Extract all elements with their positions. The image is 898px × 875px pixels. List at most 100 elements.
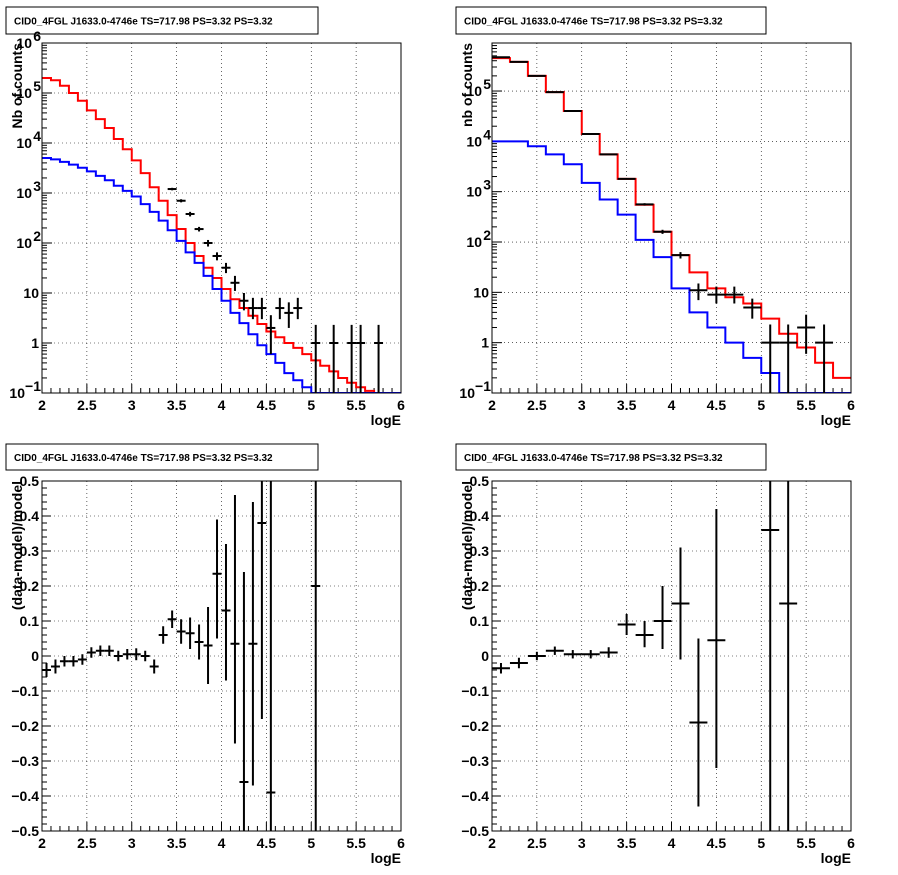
data-point: [293, 297, 303, 320]
x-tick-label: 5.5: [346, 835, 366, 851]
data-point: [68, 656, 78, 667]
y-tick-exponent: 5: [483, 76, 491, 92]
y-tick-label: −0.2: [461, 718, 489, 734]
data-layer: [492, 481, 798, 831]
y-tick-label: 0.2: [470, 578, 490, 594]
y-tick-exponent: 4: [483, 126, 491, 142]
x-axis-title: logE: [821, 850, 851, 866]
data-point: [653, 229, 672, 234]
data-point: [239, 293, 249, 311]
x-tick-label: 3.5: [167, 835, 187, 851]
data-point: [185, 211, 195, 217]
plot-frame: [491, 42, 852, 394]
x-tick-label: 3.5: [167, 397, 187, 413]
x-tick-label: 5.5: [796, 835, 816, 851]
data-point: [149, 659, 159, 674]
chart-title: CID0_4FGL J1633.0-4746e TS=717.98 PS=3.3…: [464, 17, 723, 28]
y-tick-exponent: 2: [483, 227, 491, 243]
x-tick-label: 3.5: [617, 835, 637, 851]
x-tick-label: 4.5: [257, 397, 277, 413]
title-box: [5, 6, 319, 35]
x-tick-label: 3: [128, 397, 136, 413]
data-point: [635, 203, 654, 206]
data-point: [545, 91, 564, 94]
model-component-step-line: [492, 140, 851, 393]
data-point: [779, 324, 798, 393]
data-point: [761, 481, 780, 831]
data-point: [635, 621, 654, 648]
y-tick-label: 10: [16, 35, 32, 51]
data-point: [131, 648, 141, 661]
data-point: [95, 645, 105, 656]
x-tick-label: 2: [38, 835, 46, 851]
y-tick-label: −0.2: [11, 718, 39, 734]
data-point: [563, 110, 582, 113]
y-tick-label: 0.3: [20, 543, 40, 559]
data-point: [104, 645, 114, 656]
x-tick-label: 5: [307, 397, 315, 413]
x-tick-label: 3.5: [617, 397, 637, 413]
y-tick-label: −0.4: [11, 788, 39, 804]
data-point: [77, 654, 87, 665]
data-point: [671, 547, 690, 660]
y-tick-label: 0.3: [470, 543, 490, 559]
y-tick-label: 10: [473, 284, 489, 300]
data-point: [266, 481, 276, 831]
y-tick-label: 10: [466, 184, 482, 200]
x-tick-label: 4.5: [707, 835, 727, 851]
counts-panel-left: CID0_4FGL J1633.0-4746e TS=717.98 PS=3.3…: [5, 6, 405, 428]
x-tick-label: 2: [488, 397, 496, 413]
plot-frame: [41, 42, 402, 394]
y-tick-label: −0.3: [11, 753, 39, 769]
x-tick-label: 2.5: [527, 397, 547, 413]
data-point: [779, 481, 798, 831]
data-point: [257, 481, 267, 719]
x-tick-label: 2: [38, 397, 46, 413]
title-box: [5, 443, 319, 471]
data-point: [194, 624, 204, 660]
data-layer: [42, 76, 401, 393]
x-tick-label: 2.5: [77, 397, 97, 413]
y-tick-exponent: 2: [33, 228, 41, 244]
data-point: [356, 324, 366, 393]
y-tick-label: 1: [31, 335, 39, 351]
model-component-step-line: [42, 157, 401, 393]
data-point: [311, 324, 321, 393]
data-point: [266, 315, 276, 355]
x-tick-label: 2: [488, 835, 496, 851]
data-point: [653, 586, 672, 649]
y-axis-title: Nb of counts: [9, 43, 25, 129]
x-tick-label: 2.5: [527, 835, 547, 851]
x-tick-label: 2.5: [77, 835, 97, 851]
x-axis-title: logE: [371, 850, 401, 866]
y-tick-label: 10: [9, 385, 25, 401]
y-tick-label: 10: [23, 285, 39, 301]
y-tick-label: 10: [16, 185, 32, 201]
data-point: [374, 324, 384, 393]
data-point: [509, 60, 528, 63]
data-point: [545, 646, 564, 655]
data-point: [527, 74, 546, 77]
data-point: [581, 650, 600, 659]
x-tick-label: 4: [218, 397, 226, 413]
data-point: [59, 656, 69, 667]
data-point: [203, 607, 213, 684]
data-point: [221, 544, 231, 681]
data-point: [563, 650, 582, 659]
counts-panel-right: CID0_4FGL J1633.0-4746e TS=717.98 PS=3.3…: [455, 6, 855, 428]
data-point: [140, 650, 150, 662]
data-point: [239, 572, 249, 831]
data-point: [707, 509, 726, 768]
y-tick-label: 10: [466, 234, 482, 250]
data-point: [221, 262, 231, 274]
data-point: [492, 663, 510, 674]
y-tick-exponent: −1: [25, 378, 41, 394]
x-tick-label: 5.5: [346, 397, 366, 413]
data-point: [527, 651, 546, 661]
x-axis-title: logE: [371, 412, 401, 428]
data-point: [257, 297, 267, 320]
x-tick-label: 4: [218, 835, 226, 851]
data-point: [311, 481, 321, 831]
y-tick-label: 0.5: [470, 473, 490, 489]
